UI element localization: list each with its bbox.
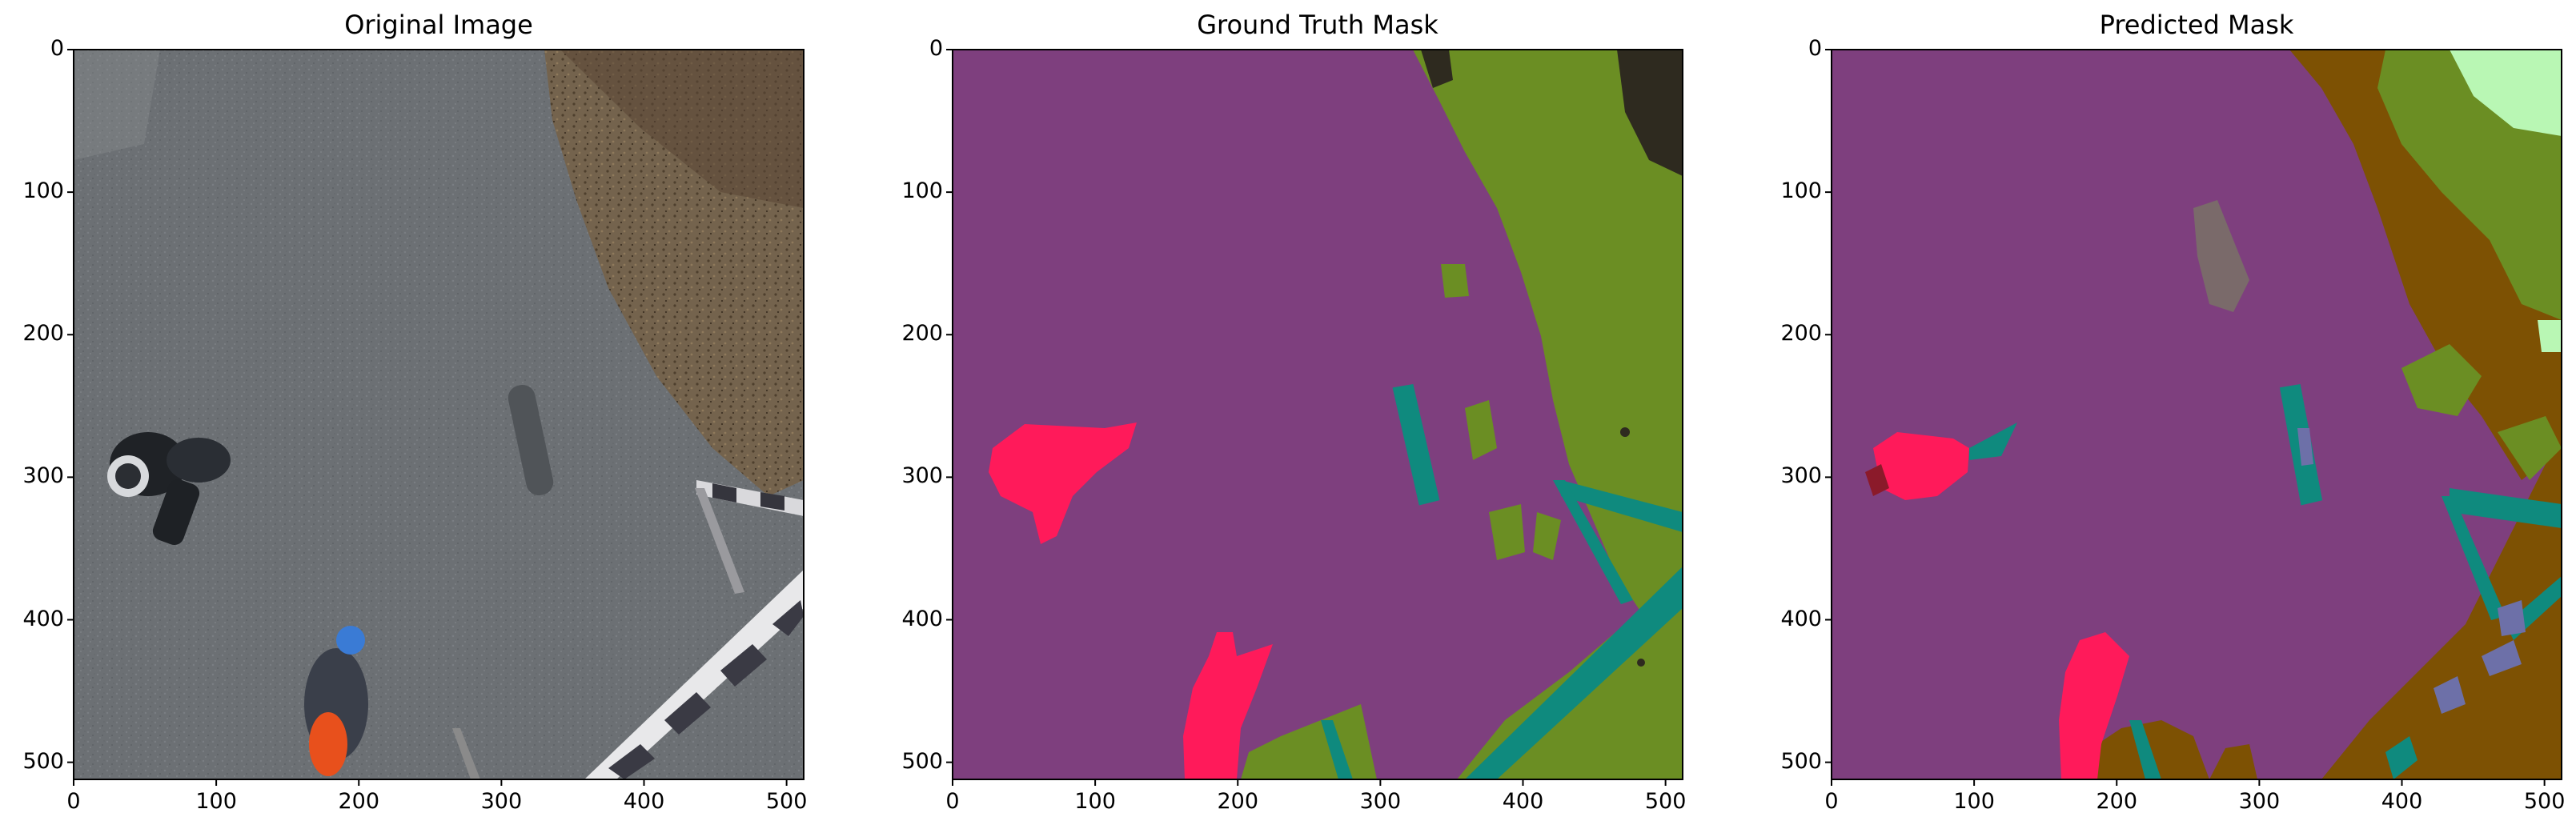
x-tick-label: 500: [2523, 789, 2566, 814]
axes-frame-ground-truth: [952, 49, 1683, 780]
x-tick-label: 100: [1953, 789, 1995, 814]
y-tick-label: 300: [22, 463, 64, 489]
x-tick-label: 200: [1217, 789, 1259, 814]
y-tick-label: 100: [22, 178, 64, 204]
y-tick-label: 400: [1780, 606, 1822, 631]
predicted-mask: [1832, 50, 2562, 779]
x-tick-label: 500: [765, 789, 808, 814]
panel-title-ground-truth: Ground Truth Mask: [1197, 10, 1438, 40]
x-tick-label: 200: [338, 789, 380, 814]
x-tick-label: 300: [480, 789, 523, 814]
x-tick-label: 0: [66, 789, 81, 814]
y-tick-label: 400: [901, 606, 943, 631]
y-tick-label: 0: [50, 36, 64, 61]
y-tick-label: 500: [1780, 748, 1822, 774]
y-tick-label: 0: [929, 36, 943, 61]
x-tick-label: 500: [1644, 789, 1687, 814]
y-tick-label: 200: [22, 321, 64, 346]
x-tick-label: 0: [945, 789, 960, 814]
axes-frame-predicted: [1831, 49, 2562, 780]
x-tick-label: 400: [1502, 789, 1544, 814]
tick-marks: [67, 49, 2546, 786]
y-tick-label: 100: [901, 178, 943, 204]
x-tick-label: 100: [195, 789, 237, 814]
y-tick-label: 300: [1780, 463, 1822, 489]
x-tick-label: 100: [1074, 789, 1116, 814]
x-tick-label: 400: [2381, 789, 2423, 814]
y-tick-label: 500: [901, 748, 943, 774]
original-image: [74, 50, 804, 779]
panel-title-original: Original Image: [344, 10, 533, 40]
y-tick-label: 0: [1808, 36, 1822, 61]
x-tick-label: 400: [623, 789, 665, 814]
y-tick-label: 100: [1780, 178, 1822, 204]
y-tick-label: 500: [22, 748, 64, 774]
y-tick-label: 300: [901, 463, 943, 489]
x-tick-label: 300: [2238, 789, 2281, 814]
x-tick-label: 200: [2096, 789, 2138, 814]
ground-truth-mask: [953, 50, 1683, 779]
axes-frame-original: [73, 49, 804, 780]
y-tick-label: 200: [901, 321, 943, 346]
x-tick-label: 300: [1359, 789, 1402, 814]
y-tick-label: 200: [1780, 321, 1822, 346]
barrier-stripe: [584, 570, 804, 779]
y-tick-label: 400: [22, 606, 64, 631]
x-tick-label: 0: [1824, 789, 1839, 814]
panel-title-predicted: Predicted Mask: [2099, 10, 2294, 40]
